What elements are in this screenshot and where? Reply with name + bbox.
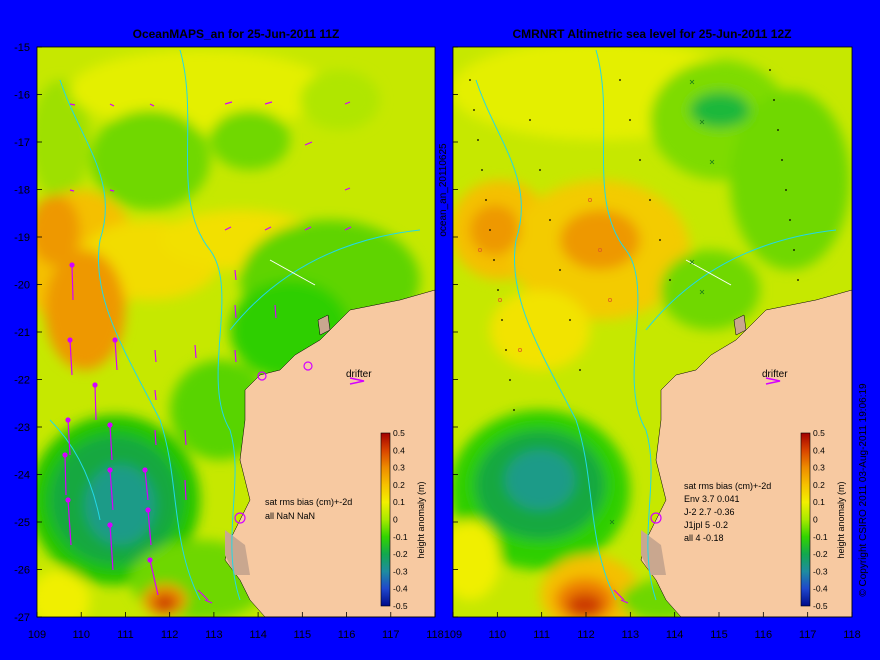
y-tick-label: -19 xyxy=(14,232,30,244)
x-tick-label: 116 xyxy=(755,629,773,641)
y-tick-label: -24 xyxy=(14,470,30,482)
right-stats-line: sat rms bias (cm)+-2d xyxy=(684,481,771,491)
x-tick-label: 114 xyxy=(249,629,267,641)
right-map: drifter sat rms bias (cm)+-2d Env 3.7 0.… xyxy=(452,46,853,618)
colorbar-tick-label: -0.4 xyxy=(393,584,408,594)
y-tick-label: -20 xyxy=(14,280,30,292)
colorbar-tick-label: 0.4 xyxy=(813,445,825,455)
y-tick-label: -15 xyxy=(14,42,30,54)
right-panel-title: CMRNRT Altimetric sea level for 25-Jun-2… xyxy=(513,27,792,41)
y-tick-label: -16 xyxy=(14,90,30,102)
x-tick-label: 112 xyxy=(577,629,595,641)
colorbar-tick-label: -0.3 xyxy=(813,566,828,576)
colorbar-tick-label: -0.5 xyxy=(393,601,408,611)
x-tick-label: 116 xyxy=(338,629,356,641)
right-stats-line: J1jpl 5 -0.2 xyxy=(684,520,728,530)
colorbar-tick-label: -0.2 xyxy=(813,549,828,559)
y-tick-label: -21 xyxy=(14,327,30,339)
colorbar-tick-label: 0 xyxy=(393,515,398,525)
colorbar-tick-label: 0.3 xyxy=(393,463,405,473)
y-tick-label: -22 xyxy=(14,375,30,387)
run-id-label: ocean_an_20110625 xyxy=(438,143,449,237)
colorbar-tick-label: 0.2 xyxy=(813,480,825,490)
x-tick-label: 111 xyxy=(117,629,134,641)
right-stats-line: all 4 -0.18 xyxy=(684,533,724,543)
left-stats-line: sat rms bias (cm)+-2d xyxy=(265,497,352,507)
colorbar-tick-label: 0 xyxy=(813,515,818,525)
x-tick-label: 117 xyxy=(799,629,817,641)
colorbar-tick-label: 0.1 xyxy=(393,497,405,507)
colorbar-tick-label: -0.5 xyxy=(813,601,828,611)
right-colorbar-label: height anomaly (m) xyxy=(836,481,846,558)
colorbar-tick-label: -0.4 xyxy=(813,584,828,594)
colorbar-tick-label: -0.1 xyxy=(393,532,408,542)
x-tick-label: 118 xyxy=(426,629,444,641)
x-tick-label: 117 xyxy=(382,629,400,641)
axes: -15 -16 -17 -18 -19 -20 -21 -22 -23 -24 -25 -26 -27 1… xyxy=(14,42,861,641)
x-tick-label: 109 xyxy=(28,629,46,641)
right-stats-line: Env 3.7 0.041 xyxy=(684,494,740,504)
x-tick-label: 115 xyxy=(294,629,312,641)
left-drifter-label: drifter xyxy=(346,369,372,380)
y-tick-label: -18 xyxy=(14,185,30,197)
right-stats-line: J-2 2.7 -0.36 xyxy=(684,507,735,517)
y-tick-label: -17 xyxy=(14,137,30,149)
y-tick-label: -25 xyxy=(14,517,30,529)
x-tick-label: 113 xyxy=(622,629,640,641)
x-tick-label: 111 xyxy=(533,629,550,641)
x-tick-label: 114 xyxy=(666,629,684,641)
left-map: drifter sat rms bias (cm)+-2d all NaN Na… xyxy=(36,46,436,618)
y-tick-label: -26 xyxy=(14,565,30,577)
colorbar-tick-label: 0.5 xyxy=(393,428,405,438)
left-panel-title: OceanMAPS_an for 25-Jun-2011 11Z xyxy=(133,27,340,41)
x-tick-label: 113 xyxy=(205,629,223,641)
x-tick-label: 118 xyxy=(843,629,861,641)
y-tick-label: -27 xyxy=(14,612,30,624)
copyright-label: © Copyright CSIRO 2011 03-Aug-2011 19:06… xyxy=(858,383,869,597)
left-colorbar-label: height anomaly (m) xyxy=(416,481,426,558)
left-colorbar: height anomaly (m) xyxy=(380,432,426,607)
colorbar-tick-label: 0.1 xyxy=(813,497,825,507)
colorbar-tick-label: -0.2 xyxy=(393,549,408,559)
colorbar-tick-label: -0.1 xyxy=(813,532,828,542)
left-stats-line: all NaN NaN xyxy=(265,511,315,521)
colorbar-tick-label: 0.2 xyxy=(393,480,405,490)
y-tick-label: -23 xyxy=(14,422,30,434)
colorbar-tick-label: -0.3 xyxy=(393,566,408,576)
colorbar-tick-label: 0.4 xyxy=(393,445,405,455)
colorbar-tick-label: 0.3 xyxy=(813,463,825,473)
x-tick-label: 112 xyxy=(161,629,179,641)
colorbar-tick-label: 0.5 xyxy=(813,428,825,438)
x-tick-label: 115 xyxy=(710,629,728,641)
right-drifter-label: drifter xyxy=(762,369,788,380)
x-tick-label: 109 xyxy=(444,629,462,641)
x-tick-label: 110 xyxy=(489,629,507,641)
right-colorbar: height anomaly (m) xyxy=(800,432,846,607)
x-tick-label: 110 xyxy=(72,629,90,641)
